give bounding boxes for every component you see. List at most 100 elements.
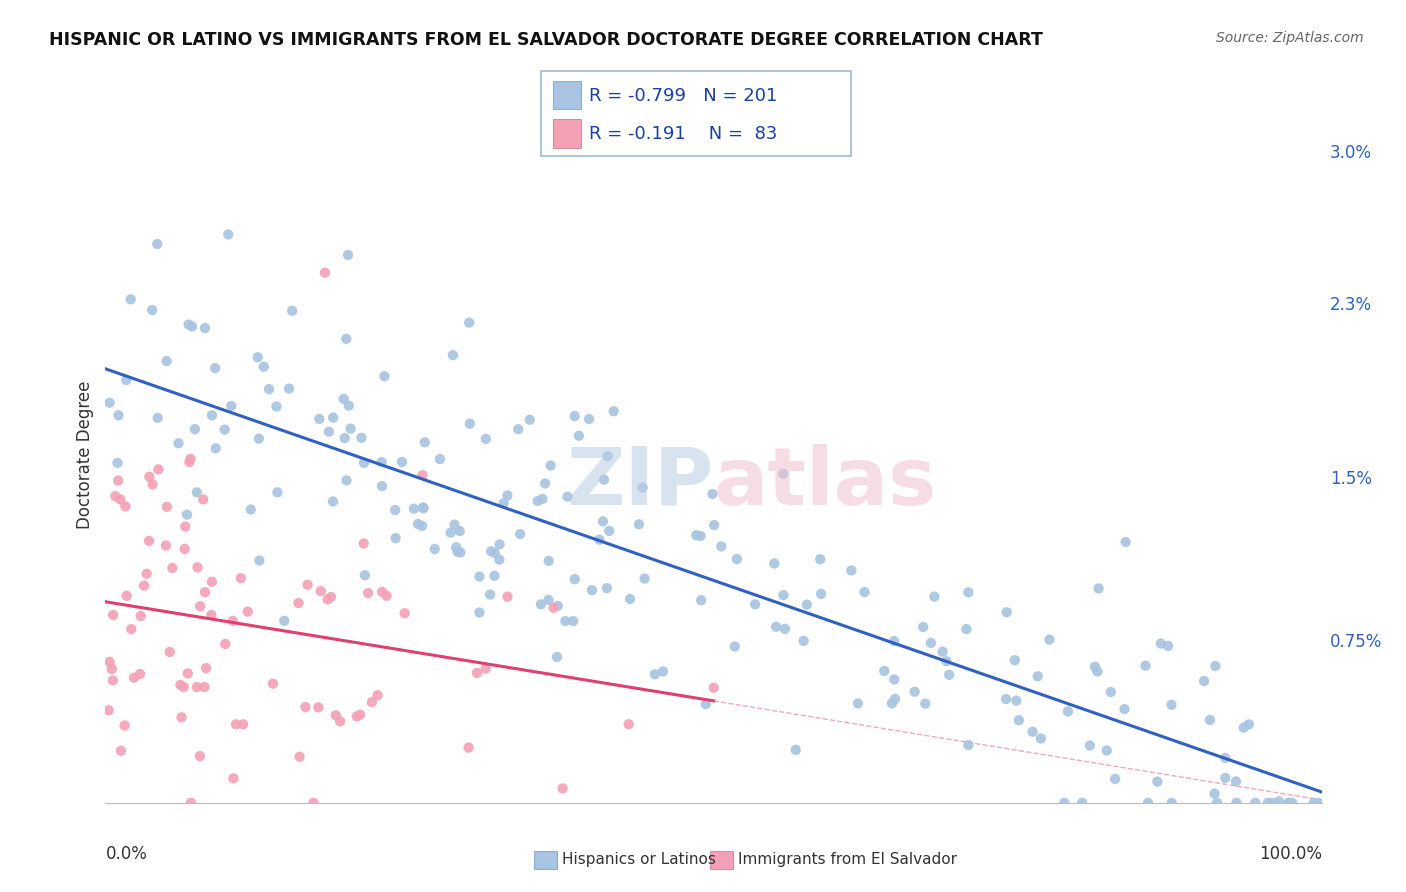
Point [297,578,319,592]
Point [155,539,177,553]
Point [446,545,468,559]
Point [810,587,832,601]
Point [652,665,675,679]
Point [619,592,641,607]
Point [1199,713,1222,727]
Point [173,680,195,694]
Point [702,487,724,501]
Point [101,662,124,676]
Point [1150,636,1173,650]
Point [689,529,711,543]
Point [335,474,357,488]
Point [412,468,434,483]
Point [138,469,160,483]
Point [468,606,491,620]
Point [883,634,905,648]
Point [763,557,786,571]
Point [873,664,896,678]
Point [309,584,332,599]
Text: 0.0%: 0.0% [105,845,148,863]
Point [1004,653,1026,667]
Point [262,676,284,690]
Point [1261,796,1284,810]
Point [222,614,245,628]
Point [406,516,429,531]
Point [488,537,510,551]
Point [581,583,603,598]
Point [194,585,217,599]
Point [496,590,519,604]
Point [710,540,733,554]
Point [1281,796,1303,810]
Point [162,561,184,575]
Point [332,392,354,406]
Point [1005,693,1028,707]
Point [551,781,574,796]
Point [339,421,361,435]
Point [627,517,650,532]
Text: Immigrants from El Salvador: Immigrants from El Salvador [738,853,957,867]
Point [540,458,562,473]
Point [115,373,138,387]
Point [402,501,425,516]
Text: Hispanics or Latinos: Hispanics or Latinos [562,853,716,867]
Point [316,592,339,607]
Point [695,697,717,711]
Point [412,501,434,516]
Point [1038,632,1060,647]
Point [138,533,160,548]
Point [186,560,208,574]
Point [146,410,169,425]
Point [132,579,155,593]
Point [184,422,207,436]
Point [98,396,121,410]
Point [186,680,208,694]
Point [509,527,531,541]
Point [329,714,352,729]
Point [375,589,398,603]
Point [884,692,907,706]
Point [308,412,330,426]
Point [394,607,416,621]
Point [221,399,243,413]
Point [325,708,347,723]
Point [337,248,360,262]
Point [596,581,619,595]
Point [457,740,479,755]
Point [346,709,368,723]
Point [1115,535,1137,549]
Point [793,633,815,648]
Point [537,592,560,607]
Point [107,456,129,470]
Point [177,318,200,332]
Point [1204,659,1226,673]
Point [204,442,226,456]
Point [1021,724,1043,739]
Point [1026,669,1049,683]
Point [287,596,309,610]
Point [853,585,876,599]
Point [214,637,236,651]
Point [115,589,138,603]
Point [107,474,129,488]
Point [631,481,654,495]
Point [703,681,725,695]
Point [247,553,270,567]
Point [1008,713,1031,727]
Point [957,738,980,752]
Point [846,697,869,711]
Point [1084,659,1107,673]
Point [148,462,170,476]
Point [222,772,245,786]
Point [1225,774,1247,789]
Point [957,585,980,599]
Point [465,665,488,680]
Y-axis label: Doctorate Degree: Doctorate Degree [76,381,94,529]
Point [568,428,591,442]
Point [110,492,132,507]
Point [101,673,124,688]
Point [188,599,211,614]
Point [593,473,616,487]
Point [1204,787,1226,801]
Point [122,671,145,685]
